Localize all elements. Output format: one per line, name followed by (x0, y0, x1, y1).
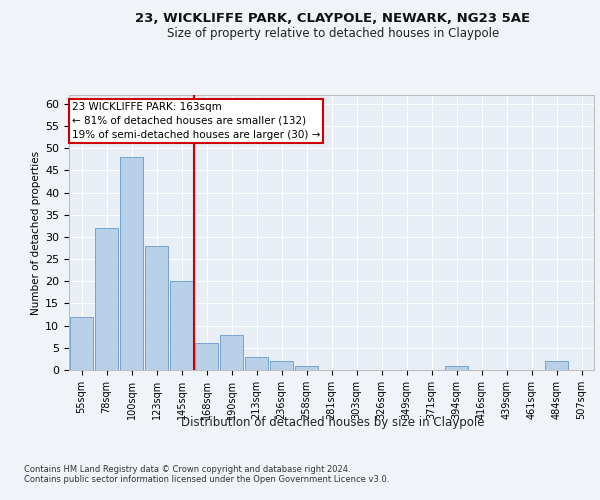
Bar (245, 356, 268, 370)
Bar (445, 366, 469, 370)
Text: 23, WICKLIFFE PARK, CLAYPOLE, NEWARK, NG23 5AE: 23, WICKLIFFE PARK, CLAYPOLE, NEWARK, NG… (136, 12, 530, 26)
Y-axis label: Number of detached properties: Number of detached properties (31, 150, 41, 314)
Text: Distribution of detached houses by size in Claypole: Distribution of detached houses by size … (181, 416, 485, 429)
Bar (145, 246, 169, 370)
Text: 23 WICKLIFFE PARK: 163sqm
← 81% of detached houses are smaller (132)
19% of semi: 23 WICKLIFFE PARK: 163sqm ← 81% of detac… (71, 102, 320, 140)
Text: Contains HM Land Registry data © Crown copyright and database right 2024.
Contai: Contains HM Land Registry data © Crown c… (24, 465, 389, 484)
Bar (220, 334, 244, 370)
Bar (119, 157, 143, 370)
Bar (295, 366, 319, 370)
Bar (545, 361, 568, 370)
Bar (194, 344, 218, 370)
Bar (269, 361, 293, 370)
Bar (170, 282, 193, 370)
Bar (70, 317, 94, 370)
Text: Size of property relative to detached houses in Claypole: Size of property relative to detached ho… (167, 28, 499, 40)
Bar (95, 228, 118, 370)
